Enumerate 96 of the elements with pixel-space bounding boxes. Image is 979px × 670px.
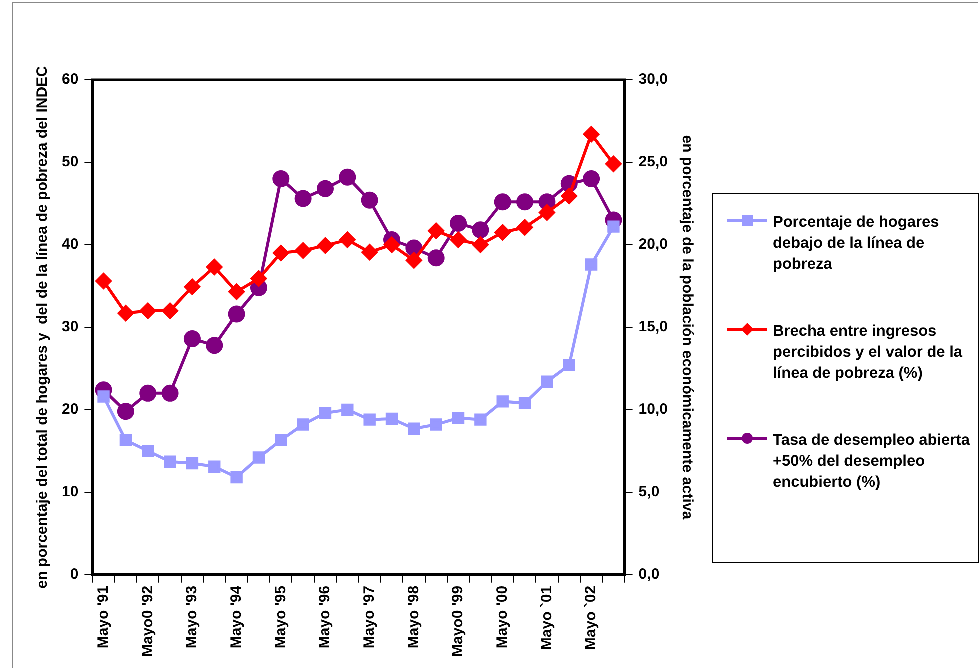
point (362, 244, 378, 260)
y2-tick-label: 0,0 (638, 566, 660, 584)
point (494, 224, 511, 241)
point (98, 390, 110, 403)
point (539, 204, 556, 221)
point (472, 236, 489, 253)
y2-tick-label: 25,0 (638, 154, 668, 171)
point (184, 330, 201, 348)
y-tick-label: 40 (62, 236, 79, 254)
point (384, 236, 400, 253)
point (184, 279, 200, 296)
point (228, 306, 246, 323)
x-tick-label: Mayo '97 (360, 586, 378, 649)
y-tick-label: 20 (62, 401, 79, 418)
point (472, 222, 490, 239)
point (584, 126, 600, 142)
point (340, 232, 356, 248)
point (517, 220, 534, 236)
x-tick-label: Mayo '00 (494, 586, 511, 649)
point (316, 180, 334, 198)
point (406, 252, 422, 269)
point (339, 168, 356, 186)
point (541, 376, 554, 388)
x-tick-label: Mayo `02 (582, 586, 600, 650)
point (361, 192, 378, 209)
point (273, 245, 290, 262)
x-tick-label: Mayo '98 (405, 586, 422, 649)
x-tick-label: Mayo0 '92 (139, 586, 156, 658)
legend-label: Porcentaje de hogares debajo de la línea de pobreza (773, 213, 940, 275)
point (295, 242, 312, 259)
point (140, 302, 156, 319)
point (252, 452, 266, 464)
point (164, 456, 176, 468)
point (428, 222, 444, 239)
point (294, 190, 312, 208)
point (162, 384, 179, 402)
point (297, 418, 310, 431)
point (408, 422, 420, 435)
point (208, 460, 221, 473)
point (563, 359, 576, 372)
point (117, 403, 134, 420)
y-tick-label: 50 (62, 154, 79, 171)
point (230, 471, 243, 484)
x-tick-label: Mayo '96 (316, 586, 334, 649)
point (450, 232, 467, 248)
point (275, 434, 288, 447)
point (474, 414, 487, 426)
point (319, 407, 332, 420)
x-tick-label: Mayo0 '99 (450, 586, 467, 658)
y-tick-label: 30 (62, 318, 79, 336)
point (452, 412, 465, 424)
point (494, 194, 512, 211)
legend-label: Brecha entre ingresos percibidos y el valor de la línea de pobreza (%) (773, 322, 964, 384)
point (118, 305, 134, 322)
point (317, 238, 334, 254)
point (496, 396, 509, 408)
point (428, 250, 445, 267)
point (272, 170, 290, 188)
y-tick-label: 0 (70, 566, 79, 584)
y2-axis-title: en porcentaje de la población económicamente activa (678, 135, 696, 520)
point (250, 270, 267, 287)
y-tick-label: 60 (62, 71, 79, 88)
point (186, 457, 199, 470)
point (450, 215, 468, 232)
x-tick-label: Mayo '91 (94, 586, 112, 649)
point (386, 412, 398, 426)
x-tick-label: Mayo '95 (272, 586, 290, 649)
x-tick-label: Mayo '93 (184, 586, 201, 649)
point (140, 384, 157, 402)
point (162, 302, 178, 319)
point (364, 414, 376, 426)
y2-tick-label: 5,0 (638, 484, 660, 501)
point (608, 220, 620, 233)
point (518, 397, 532, 410)
point (96, 273, 112, 290)
y2-tick-label: 15,0 (638, 318, 668, 336)
point (206, 259, 223, 276)
point (516, 194, 534, 211)
x-tick-label: Mayo '94 (228, 585, 245, 649)
y-axis-title: en porcentaje del total de hogares y del de la línea de pobreza del INDEC (34, 66, 52, 589)
point (206, 337, 224, 354)
point (142, 445, 154, 458)
x-tick-label: Mayo `01 (538, 586, 556, 650)
y2-tick-label: 20,0 (638, 236, 668, 254)
point (561, 188, 578, 204)
point (583, 170, 600, 188)
point (228, 284, 245, 300)
y-tick-label: 10 (62, 484, 79, 501)
legend-label: Tasa de desempleo abierta +50% del desempleo encubierto (%) (773, 431, 972, 493)
point (585, 258, 598, 271)
point (120, 434, 132, 447)
y2-tick-label: 30,0 (638, 71, 668, 88)
point (606, 156, 622, 172)
y2-tick-label: 10,0 (638, 401, 668, 418)
point (342, 404, 354, 416)
point (430, 418, 442, 431)
